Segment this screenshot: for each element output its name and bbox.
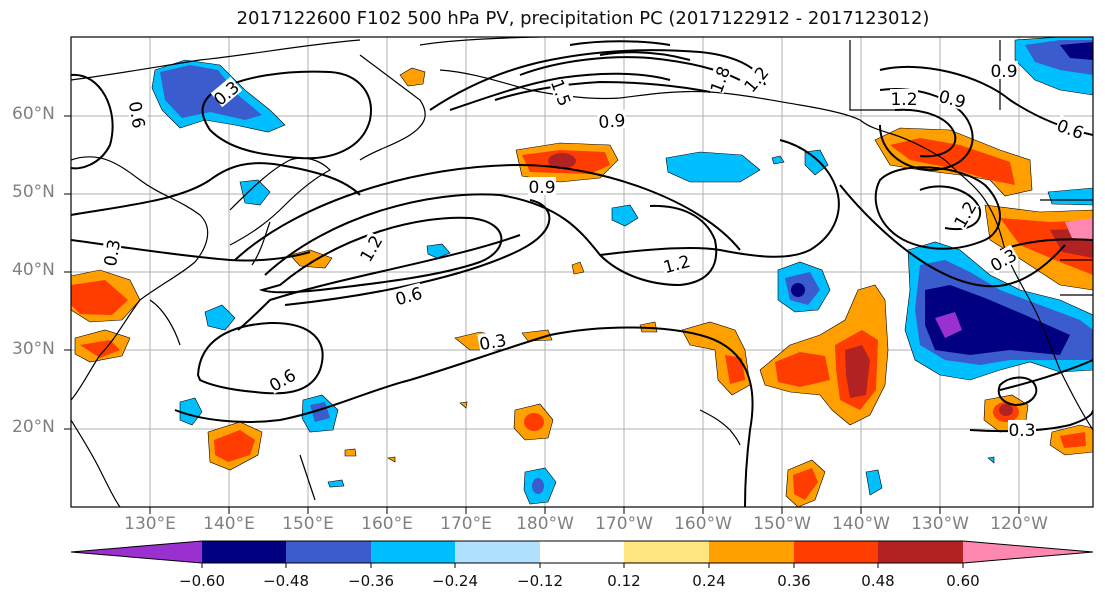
lon-label: 170°E xyxy=(440,514,492,534)
colorbar-cell xyxy=(794,541,878,563)
colorbar-tick-label: 0.24 xyxy=(692,572,726,590)
colorbar-tick-label: 0.12 xyxy=(607,572,641,590)
precip-positive-anomalies xyxy=(71,67,1093,507)
lat-label: 20°N xyxy=(12,417,55,437)
colorbar-cell xyxy=(540,541,624,563)
contour-label: 0.9 xyxy=(528,178,555,198)
lat-label: 60°N xyxy=(12,104,55,124)
contour-label: 0.3 xyxy=(1008,421,1035,441)
contour-label: 0.3 xyxy=(478,331,508,355)
lon-label: 150°W xyxy=(753,514,811,534)
lon-label: 130°E xyxy=(124,514,176,534)
colorbar-tick-label: −0.48 xyxy=(263,572,309,590)
lon-label: 180°W xyxy=(516,514,574,534)
lon-label: 130°W xyxy=(911,514,969,534)
colorbar-cell xyxy=(963,541,1093,563)
contour-label: 0.9 xyxy=(598,111,627,133)
colorbar-cell xyxy=(709,541,794,563)
colorbar-cell xyxy=(286,541,371,563)
colorbar-tick-label: −0.12 xyxy=(517,572,563,590)
lon-label: 160°E xyxy=(361,514,413,534)
pv-contours xyxy=(71,40,1093,507)
map-title: 2017122600 F102 500 hPa PV, precipitatio… xyxy=(236,8,930,29)
colorbar-outline xyxy=(70,540,1094,564)
colorbar-tick-label: 0.48 xyxy=(861,572,895,590)
colorbar-cell xyxy=(202,541,286,563)
colorbar-tick-label: 0.60 xyxy=(946,572,980,590)
contour-label: 0.9 xyxy=(990,62,1017,82)
colorbar-cell xyxy=(624,541,709,563)
colorbar-tick-label: −0.36 xyxy=(348,572,394,590)
lon-label: 170°W xyxy=(595,514,653,534)
lon-label: 150°E xyxy=(282,514,334,534)
contour-label: 0.3 xyxy=(101,238,125,268)
map-panel: 0.6 0.3 1.5 1.8 1.2 0.9 0.9 0.9 1.2 0.9 … xyxy=(64,36,1094,514)
lat-label: 40°N xyxy=(12,260,55,280)
lon-label: 140°W xyxy=(832,514,890,534)
coastlines xyxy=(71,37,1093,507)
colorbar-tick-label: −0.24 xyxy=(432,572,478,590)
lat-label: 30°N xyxy=(12,339,55,359)
colorbar-tick-label: 0.36 xyxy=(777,572,811,590)
contour-label: 1.2 xyxy=(890,90,917,110)
colorbar-cell xyxy=(371,541,455,563)
lon-label: 140°E xyxy=(203,514,255,534)
lat-label: 50°N xyxy=(12,182,55,202)
lon-label: 160°W xyxy=(674,514,732,534)
colorbar-cell xyxy=(71,541,202,563)
colorbar-cell xyxy=(878,541,963,563)
colorbar-cell xyxy=(455,541,540,563)
colorbar-tick-label: −0.60 xyxy=(179,572,225,590)
lon-label: 120°W xyxy=(990,514,1048,534)
contour-label: 0.6 xyxy=(124,100,148,130)
